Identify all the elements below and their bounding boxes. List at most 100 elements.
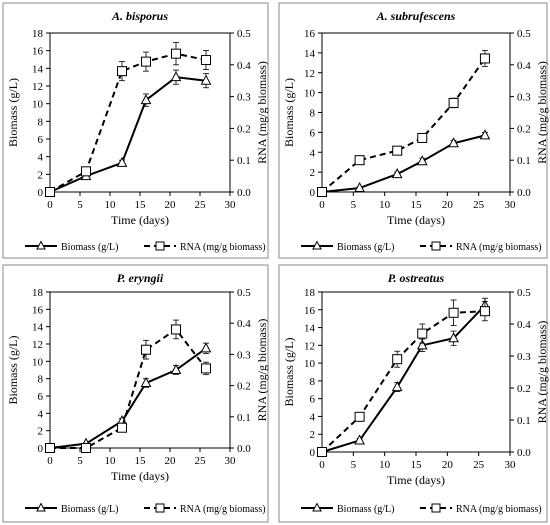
data-point-biomass: [354, 181, 365, 193]
y-tick-label: 16: [304, 28, 316, 40]
y2-tick-label: 0.5: [237, 287, 251, 299]
data-point-rna: [392, 354, 403, 365]
chart-title: A. bisporus: [111, 9, 168, 23]
x-tick-label: 15: [411, 199, 423, 211]
x-tick-label: 10: [105, 199, 117, 211]
data-point-rna: [479, 306, 490, 317]
y2-tick-label: 0.2: [517, 383, 531, 395]
legend-label-rna: RNA (mg/g biomass): [180, 504, 266, 515]
data-point-biomass: [448, 137, 459, 148]
y-tick-label: 4: [38, 152, 44, 164]
x-tick-label: 0: [47, 199, 53, 211]
data-point-rna: [45, 443, 55, 453]
y2-tick-label: 0.0: [237, 443, 251, 455]
data-point-rna: [479, 53, 490, 64]
series-line-rna: [321, 57, 486, 193]
x-tick-label: 30: [225, 199, 237, 211]
y-tick-label: 2: [310, 167, 316, 179]
y-tick-label: 6: [38, 134, 44, 146]
y-tick-label: 10: [32, 356, 44, 368]
y-tick-label: 2: [38, 169, 44, 181]
y-tick-label: 10: [304, 358, 316, 370]
y-tick-label: 2: [310, 429, 316, 441]
data-point-rna: [201, 55, 211, 66]
data-point-biomass: [140, 94, 152, 105]
series-line-biomass: [49, 76, 207, 193]
chart-panel-2: A. subrufescens 0 2 4 6 8 10 12 14 16 0.0 0.1 0.2 0.3…: [278, 2, 549, 259]
y-tick-label: 18: [32, 28, 44, 40]
y2-tick-label: 0.5: [517, 28, 531, 40]
legend-label-rna: RNA (mg/g biomass): [456, 242, 542, 253]
x-tick-label: 15: [411, 459, 423, 471]
legend-marker-biomass: [36, 502, 46, 512]
x-tick-label: 15: [135, 199, 147, 211]
y-tick-label: 4: [310, 411, 316, 423]
data-point-biomass: [200, 74, 212, 85]
data-point-rna: [354, 411, 365, 422]
y2-tick-label: 0.2: [237, 123, 251, 135]
data-point-biomass: [391, 168, 403, 179]
legend-label-biomass: Biomass (g/L): [61, 242, 119, 253]
panel-frame: [2, 2, 269, 259]
y-tick-label: 8: [38, 116, 44, 128]
chart-panel-1: A. bisporus 0 2 4 6 8 10 12 14 16 18 0.0 0.1 0.2 0.3 0.…: [2, 2, 269, 259]
y-tick-label: 14: [304, 323, 316, 335]
chart-title: P. ostreatus: [388, 271, 445, 285]
data-point-rna: [317, 447, 327, 457]
y-tick-label: 12: [304, 340, 315, 352]
x-tick-label: 30: [505, 199, 517, 211]
x-tick-label: 20: [165, 199, 177, 211]
legend-label-rna: RNA (mg/g biomass): [180, 242, 266, 253]
panel-frame: [278, 2, 548, 259]
legend-label-biomass: Biomass (g/L): [61, 504, 119, 515]
legend-label-biomass: Biomass (g/L): [337, 504, 395, 515]
y-tick-label: 10: [304, 88, 316, 100]
data-point-rna: [81, 443, 91, 453]
x-axis-label: Time (days): [111, 469, 169, 483]
y2-tick-label: 0.1: [517, 155, 531, 167]
series-line-rna: [321, 310, 485, 453]
panel-frame: [278, 264, 548, 523]
data-point-rna: [448, 307, 459, 318]
y-axis-label: Biomass (g/L): [282, 338, 296, 407]
y-tick-label: 14: [32, 322, 44, 334]
y-tick-label: 6: [310, 394, 316, 406]
data-point-rna: [417, 132, 428, 143]
x-tick-label: 5: [77, 455, 83, 467]
legend-marker-rna: [431, 503, 441, 513]
y-tick-label: 16: [32, 46, 44, 58]
y-tick-label: 16: [304, 305, 316, 317]
y2-tick-label: 0.1: [237, 155, 251, 167]
y2-tick-label: 0.5: [237, 28, 251, 40]
series-line-rna: [49, 52, 207, 193]
data-point-rna: [141, 344, 151, 355]
data-point-biomass: [416, 339, 428, 350]
data-point-rna: [117, 422, 127, 433]
legend-marker-biomass: [312, 502, 322, 512]
series-line-biomass: [321, 304, 486, 453]
x-tick-label: 0: [319, 459, 325, 471]
y-tick-label: 0: [38, 187, 44, 199]
legend-marker-rna: [431, 241, 441, 251]
legend-marker-biomass: [312, 240, 322, 250]
y2-tick-label: 0.3: [237, 349, 251, 361]
y-tick-label: 12: [32, 339, 43, 351]
panel-frame: [2, 264, 269, 523]
chart-title: P. eryngii: [117, 271, 164, 285]
series-line-biomass: [321, 134, 486, 193]
y-tick-label: 14: [304, 48, 316, 60]
x-tick-label: 0: [319, 199, 325, 211]
data-point-biomass: [170, 71, 182, 82]
data-point-biomass: [391, 381, 403, 392]
y2-tick-label: 0.0: [517, 447, 531, 459]
legend-label-rna: RNA (mg/g biomass): [456, 504, 542, 515]
y-tick-label: 8: [310, 108, 316, 120]
data-point-rna: [317, 187, 327, 197]
y-tick-label: 8: [310, 376, 316, 388]
series-line-biomass: [49, 347, 207, 449]
y2-axis-label: RNA (mg/g biomass): [535, 61, 549, 164]
data-point-rna: [417, 328, 428, 339]
y-axis-label: Biomass (g/L): [282, 78, 296, 147]
y2-tick-label: 0.4: [517, 319, 531, 331]
